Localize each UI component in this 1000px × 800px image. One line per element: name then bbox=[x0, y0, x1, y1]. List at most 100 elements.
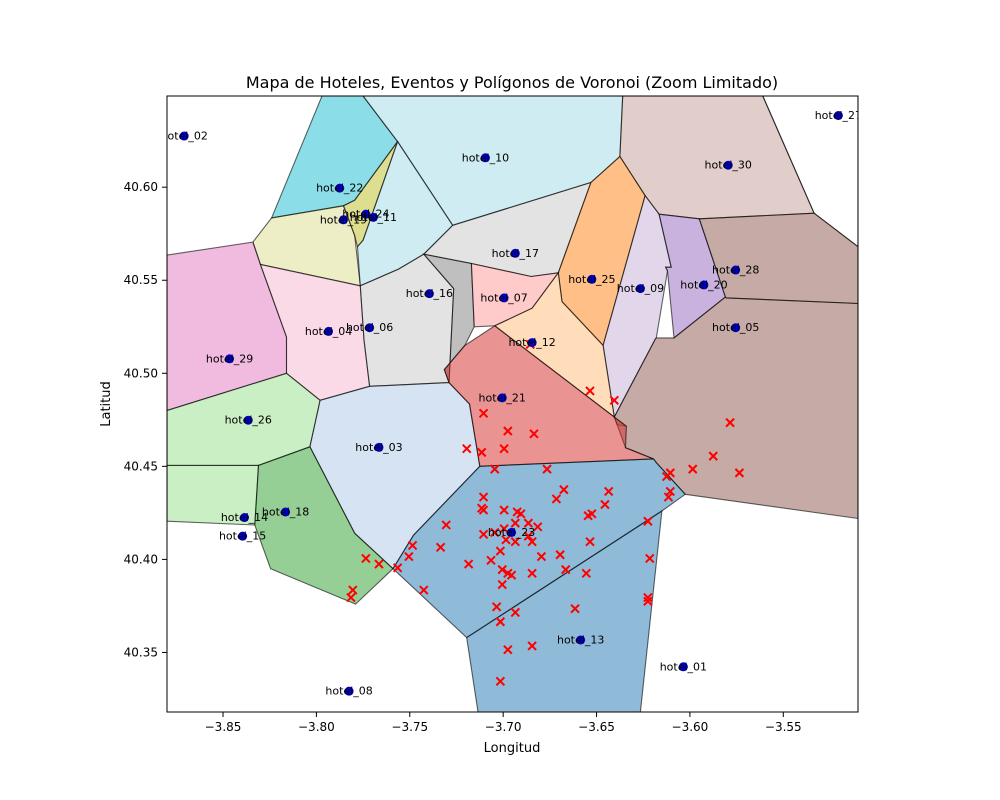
hotel-label-hotel_28: hotel_28 bbox=[712, 264, 759, 277]
hotel-label-hotel_18: hotel_18 bbox=[262, 505, 309, 518]
plot-frame bbox=[166, 95, 859, 713]
event-marker bbox=[478, 505, 489, 515]
event-marker bbox=[559, 484, 569, 495]
event-marker bbox=[495, 617, 506, 627]
hotel-label-hotel_12: hotel_12 bbox=[508, 336, 555, 349]
event-marker bbox=[501, 535, 511, 545]
hotel-marker-hotel_19 bbox=[338, 215, 348, 225]
x-tick-label: −3.85 bbox=[205, 720, 242, 734]
event-marker bbox=[609, 395, 619, 405]
y-tick-label: 40.35 bbox=[124, 645, 158, 659]
hotel-marker-hotel_02 bbox=[179, 131, 189, 141]
y-tick-label: 40.55 bbox=[124, 273, 158, 287]
event-marker bbox=[643, 592, 653, 603]
event-marker bbox=[663, 492, 674, 502]
voronoi-region-hotel_21 bbox=[443, 325, 654, 467]
event-marker bbox=[516, 509, 526, 519]
x-tick-label: −3.65 bbox=[578, 720, 615, 734]
event-marker bbox=[346, 592, 356, 603]
hotel-label-hotel_09: hotel_09 bbox=[617, 282, 664, 295]
hotel-marker-hotel_13 bbox=[576, 635, 586, 645]
event-marker bbox=[497, 579, 507, 590]
event-marker bbox=[510, 607, 521, 618]
hotel-label-hotel_03: hotel_03 bbox=[355, 441, 402, 454]
event-marker bbox=[419, 585, 429, 595]
hotel-label-hotel_15: hotel_15 bbox=[219, 530, 266, 543]
event-marker bbox=[585, 537, 595, 547]
event-marker bbox=[495, 676, 506, 687]
hotel-marker-hotel_22 bbox=[335, 183, 345, 193]
event-marker bbox=[491, 602, 502, 612]
hotel-label-hotel_21: hotel_21 bbox=[479, 391, 526, 404]
voronoi-regions bbox=[167, 96, 858, 712]
hotel-marker-hotel_10 bbox=[480, 153, 490, 163]
hotel-marker-hotel_27 bbox=[833, 111, 843, 121]
x-tick-label: −3.55 bbox=[765, 720, 802, 734]
hotel-marker-hotel_21 bbox=[497, 393, 507, 403]
hotel-label-hotel_26: hotel_26 bbox=[225, 414, 272, 427]
hotel-marker-hotel_23 bbox=[507, 527, 517, 537]
event-marker bbox=[407, 540, 418, 551]
hotel-marker-hotel_25 bbox=[587, 274, 597, 284]
event-marker bbox=[536, 551, 547, 562]
event-marker bbox=[555, 550, 565, 560]
hotel-marker-hotel_09 bbox=[635, 284, 645, 294]
event-marker bbox=[583, 510, 593, 521]
event-marker bbox=[490, 464, 500, 474]
hotel-marker-hotel_30 bbox=[723, 160, 733, 170]
hotel-marker-hotel_04 bbox=[324, 326, 334, 336]
hotel-label-hotel_14: hotel_14 bbox=[221, 511, 268, 524]
hotel-label-hotel_02: hotel_02 bbox=[161, 130, 208, 143]
event-marker bbox=[435, 542, 446, 553]
event-marker bbox=[495, 546, 506, 556]
hotel-marker-hotel_08 bbox=[344, 686, 354, 696]
event-markers bbox=[346, 339, 745, 687]
hotel-label-hotel_24: hotel_24 bbox=[342, 208, 389, 221]
hotel-marker-hotel_20 bbox=[699, 280, 709, 290]
hotel-marker-hotel_03 bbox=[374, 442, 384, 452]
event-marker bbox=[490, 527, 500, 538]
event-marker bbox=[688, 464, 698, 474]
event-marker bbox=[404, 551, 414, 562]
event-marker bbox=[585, 386, 595, 396]
y-axis: 40.35 40.40 40.45 40.50 40.55 40.60 bbox=[124, 180, 167, 659]
event-marker bbox=[725, 417, 735, 428]
event-marker bbox=[499, 523, 509, 534]
event-marker bbox=[462, 443, 472, 454]
hotel-label-hotel_08: hotel_08 bbox=[325, 685, 372, 698]
event-marker bbox=[510, 537, 521, 547]
hotel-marker-hotel_07 bbox=[499, 293, 509, 303]
event-marker bbox=[533, 522, 543, 532]
event-marker bbox=[581, 568, 591, 579]
event-marker bbox=[503, 426, 513, 436]
hotel-marker-hotel_17 bbox=[510, 248, 520, 258]
hotel-marker-hotel_16 bbox=[424, 289, 434, 299]
event-marker bbox=[527, 641, 537, 651]
x-tick-label: −3.75 bbox=[391, 720, 428, 734]
event-marker bbox=[441, 520, 451, 530]
event-marker bbox=[527, 537, 537, 547]
event-marker bbox=[570, 604, 580, 614]
event-marker bbox=[510, 518, 521, 528]
y-axis-label: Latitud bbox=[99, 381, 114, 427]
event-marker bbox=[542, 464, 552, 474]
x-axis: −3.85 −3.80 −3.75 −3.70 −3.65 −3.60 −3.55 bbox=[205, 712, 802, 734]
hotel-label-hotel_06: hotel_06 bbox=[346, 321, 393, 334]
hotel-label-hotel_29: hotel_29 bbox=[206, 352, 253, 365]
event-marker bbox=[643, 516, 653, 526]
hotel-marker-hotel_15 bbox=[238, 531, 248, 541]
chart-title: Mapa de Hoteles, Eventos y Polígonos de … bbox=[246, 73, 778, 92]
hotel-marker-hotel_01 bbox=[678, 662, 688, 672]
event-marker bbox=[734, 468, 745, 478]
y-tick-label: 40.45 bbox=[124, 459, 158, 473]
x-tick-label: −3.60 bbox=[672, 720, 709, 734]
hotel-markers bbox=[179, 111, 843, 696]
hotel-label-hotel_01: hotel_01 bbox=[660, 660, 707, 673]
hotel-marker-hotel_29 bbox=[225, 354, 235, 364]
hotel-label-hotel_13: hotel_13 bbox=[557, 633, 604, 646]
event-marker bbox=[523, 518, 534, 528]
event-marker bbox=[661, 471, 672, 482]
event-marker bbox=[506, 570, 517, 580]
voronoi-region-hotel_18 bbox=[254, 446, 394, 605]
